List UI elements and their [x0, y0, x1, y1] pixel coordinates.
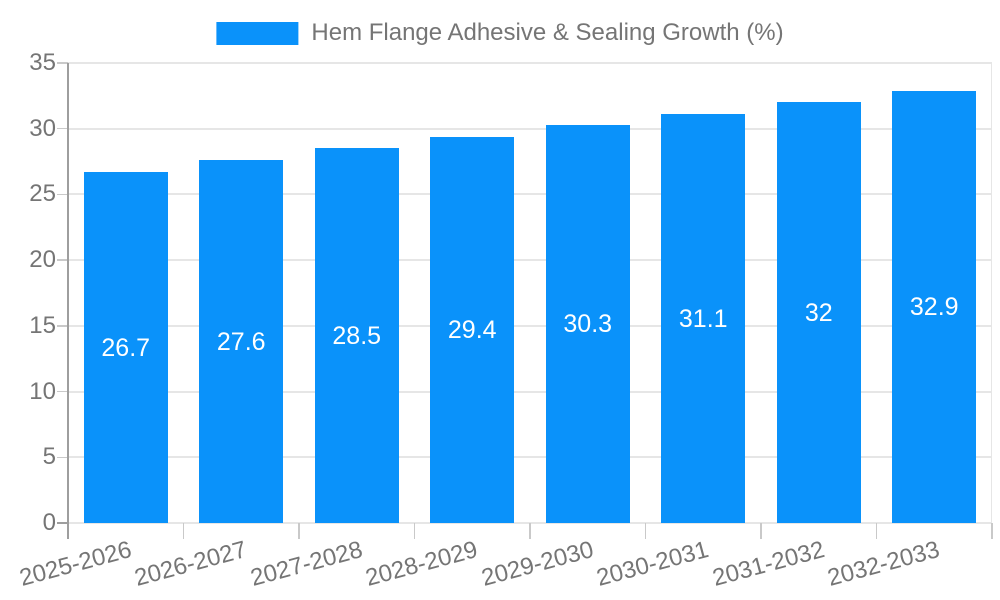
x-axis-tick — [298, 523, 300, 539]
bar-value-label: 27.6 — [216, 327, 266, 356]
x-axis-tick — [182, 523, 185, 539]
gridline — [68, 193, 992, 196]
bar[interactable] — [892, 90, 977, 523]
x-axis-tick-label: 2029-2030 — [478, 536, 597, 592]
bar[interactable] — [314, 148, 399, 523]
y-axis-tick-label: 20 — [29, 246, 56, 274]
bar[interactable] — [545, 124, 630, 523]
y-axis-tick — [57, 390, 68, 393]
y-axis-tick — [57, 456, 68, 459]
bar[interactable] — [83, 172, 168, 523]
gridline — [68, 127, 992, 130]
y-axis-tick — [57, 522, 68, 524]
y-axis-tick-label: 35 — [29, 49, 56, 76]
bar-value-label: 31.1 — [678, 304, 728, 333]
bar[interactable] — [430, 136, 515, 523]
bar-value-label: 32.9 — [909, 292, 959, 321]
x-axis-tick — [644, 523, 647, 539]
legend-swatch — [216, 21, 299, 45]
y-axis-tick-label: 10 — [29, 377, 56, 405]
y-axis-tick — [57, 325, 68, 327]
y-axis-tick-label: 25 — [29, 180, 56, 208]
bar-value-label: 32 — [804, 298, 833, 327]
x-axis-tick-label: 2025-2026 — [16, 536, 135, 592]
bar-value-label: 30.3 — [563, 309, 613, 338]
plot-right-border — [990, 63, 992, 523]
x-axis-tick-label: 2028-2029 — [363, 536, 481, 592]
y-axis-tick-label: 15 — [29, 311, 56, 339]
legend-label: Hem Flange Adhesive & Sealing Growth (%) — [311, 19, 784, 46]
x-axis-tick-label: 2027-2028 — [247, 536, 366, 592]
y-axis-tick-label: 5 — [42, 443, 56, 471]
x-axis-tick-label: 2032-2033 — [825, 536, 943, 592]
x-axis-tick — [413, 523, 416, 539]
bar-value-label: 26.7 — [101, 333, 151, 362]
y-axis-tick — [57, 193, 68, 196]
x-axis-tick — [991, 523, 993, 539]
y-axis-tick-label: 0 — [42, 509, 56, 536]
bar[interactable] — [661, 114, 746, 523]
legend: Hem Flange Adhesive & Sealing Growth (%) — [216, 19, 784, 47]
gridline — [68, 456, 992, 459]
bar[interactable] — [199, 160, 284, 523]
x-axis-tick-label: 2026-2027 — [132, 536, 250, 592]
x-axis-tick — [529, 523, 531, 539]
x-axis-tick — [760, 523, 762, 539]
bar-value-label: 28.5 — [332, 321, 382, 350]
y-axis-line — [67, 63, 69, 539]
bar-value-label: 29.4 — [447, 315, 497, 344]
bar[interactable] — [776, 102, 861, 523]
x-axis-tick-label: 2030-2031 — [594, 536, 712, 592]
gridline — [68, 324, 992, 327]
y-axis-tick — [57, 62, 68, 64]
gridline — [68, 390, 992, 393]
y-axis-tick-label: 30 — [29, 114, 56, 142]
y-axis-tick — [57, 127, 68, 130]
x-axis-tick — [875, 523, 878, 539]
gridline — [68, 259, 992, 262]
x-axis-tick-label: 2031-2032 — [709, 536, 828, 592]
y-axis-tick — [57, 259, 68, 261]
gridline — [68, 62, 992, 64]
